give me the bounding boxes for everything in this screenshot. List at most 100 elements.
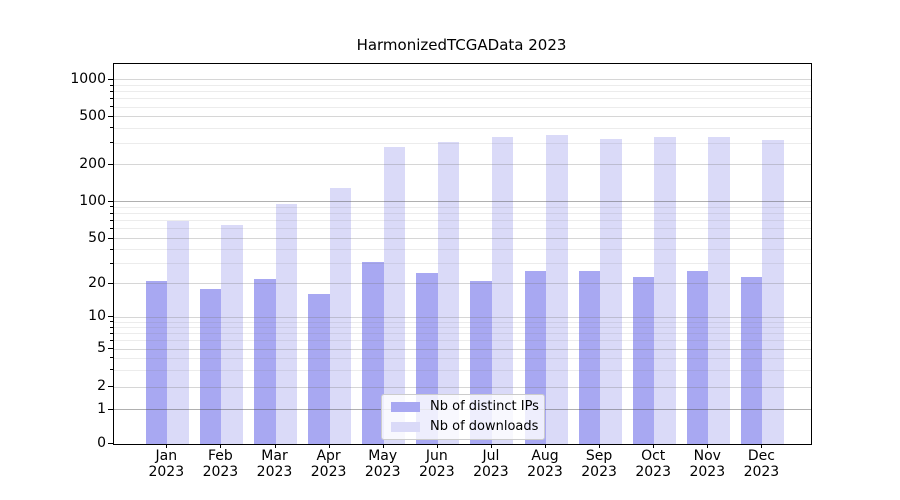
y-minor-tick [110,106,113,107]
bar-distinct-ips-dec [740,276,763,444]
y-tick-label-200: 200 [79,155,106,172]
chart-title: HarmonizedTCGAData 2023 [356,36,567,54]
gridline-50 [114,238,811,240]
x-tick-label-aug: Aug 2023 [527,448,563,480]
y-tick-label-10: 10 [88,308,106,325]
x-tick-aug [545,444,546,448]
gridline-500 [114,116,811,118]
x-tick-label-oct: Oct 2023 [635,448,671,480]
gridline-minor [114,228,811,230]
x-tick-label-jan: Jan 2023 [148,448,185,480]
y-minor-tick [110,357,113,359]
bar-distinct-ips-oct [632,276,655,444]
y-tick-0 [108,443,113,444]
bar-downloads-apr [329,187,352,444]
y-minor-tick [110,248,113,250]
gridline-minor [114,340,811,342]
x-tick-dec [761,444,763,448]
gridline-minor [114,85,811,87]
y-minor-tick [110,321,113,323]
legend-label-distinct-ips: Nb of distinct IPs [430,399,539,414]
y-minor-tick [110,90,113,92]
y-tick-label-1000: 1000 [70,70,106,87]
gridline-minor [114,249,811,251]
bar-downloads-jun [437,141,460,444]
y-tick-label-1: 1 [97,400,106,417]
gridline-minor [114,263,811,265]
bar-distinct-ips-sep [578,270,601,444]
y-tick-label-0: 0 [97,435,106,451]
y-minor-tick [110,326,113,328]
y-minor-tick [110,339,113,341]
gridline-minor [114,91,811,93]
y-minor-tick [110,219,113,221]
gridline-minor [114,213,811,214]
gridline-minor [114,357,811,359]
x-tick-label-dec: Dec 2023 [743,448,780,480]
gridline-minor [114,220,811,222]
x-tick-sep [599,444,601,448]
gridline-minor [114,333,811,335]
gridline-2 [114,386,811,388]
gridline-minor [114,206,811,208]
gridline-10 [114,316,811,318]
x-tick-label-sep: Sep 2023 [581,448,617,480]
gridline-1000 [114,79,811,81]
x-tick-label-apr: Apr 2023 [310,448,347,480]
bar-downloads-jan [167,220,189,444]
y-minor-tick [110,262,113,264]
y-tick-100 [108,200,113,202]
y-tick-label-100: 100 [79,192,106,209]
bar-downloads-sep [600,139,622,444]
y-minor-tick [110,227,113,229]
x-tick-label-feb: Feb 2023 [202,448,239,480]
bar-distinct-ips-feb [199,288,222,444]
y-tick-1 [108,408,113,410]
bar-distinct-ips-mar [254,278,276,444]
plot-area: Nb of distinct IPs Nb of downloads [113,63,812,445]
x-tick-oct [653,444,655,448]
bar-downloads-dec [762,140,784,444]
x-tick-nov [707,444,709,448]
legend-row: Nb of downloads [382,417,544,437]
y-tick-label-20: 20 [88,274,106,291]
gridline-minor [114,98,811,100]
y-minor-tick [110,369,113,371]
y-tick-20 [108,282,113,284]
x-tick-jul [490,444,492,448]
x-tick-label-mar: Mar 2023 [256,448,293,480]
x-tick-label-jun: Jun 2023 [418,448,455,480]
bar-downloads-oct [654,136,676,444]
bar-distinct-ips-may [362,262,384,444]
x-tick-feb [220,444,222,448]
x-tick-label-jul: Jul 2023 [473,448,509,480]
x-tick-apr [328,444,330,448]
gridline-minor [114,321,811,323]
y-tick-label-2: 2 [97,378,106,395]
y-tick-500 [108,115,113,117]
y-minor-tick [110,142,113,144]
gridline-minor [114,327,811,329]
gridline-minor [114,127,811,129]
legend: Nb of distinct IPs Nb of downloads [381,394,545,440]
legend-swatch-downloads [391,422,420,432]
x-tick-label-nov: Nov 2023 [689,448,726,480]
y-tick-10 [108,316,113,318]
x-tick-label-may: May 2023 [364,448,401,480]
legend-swatch-distinct-ips [391,402,420,412]
y-minor-tick [110,97,113,99]
x-tick-jun [436,444,438,448]
x-tick-jan [166,444,168,448]
gridline-100 [114,201,811,203]
y-tick-5 [108,348,113,350]
legend-row: Nb of distinct IPs [382,397,544,417]
y-tick-label-500: 500 [79,107,106,124]
bar-downloads-mar [275,204,297,444]
bar-distinct-ips-apr [308,294,330,444]
y-minor-tick [110,212,113,214]
y-tick-200 [108,163,113,165]
bar-downloads-jul [491,136,514,444]
gridline-minor [114,142,811,144]
y-minor-tick [110,332,113,334]
x-tick-may [382,444,384,448]
